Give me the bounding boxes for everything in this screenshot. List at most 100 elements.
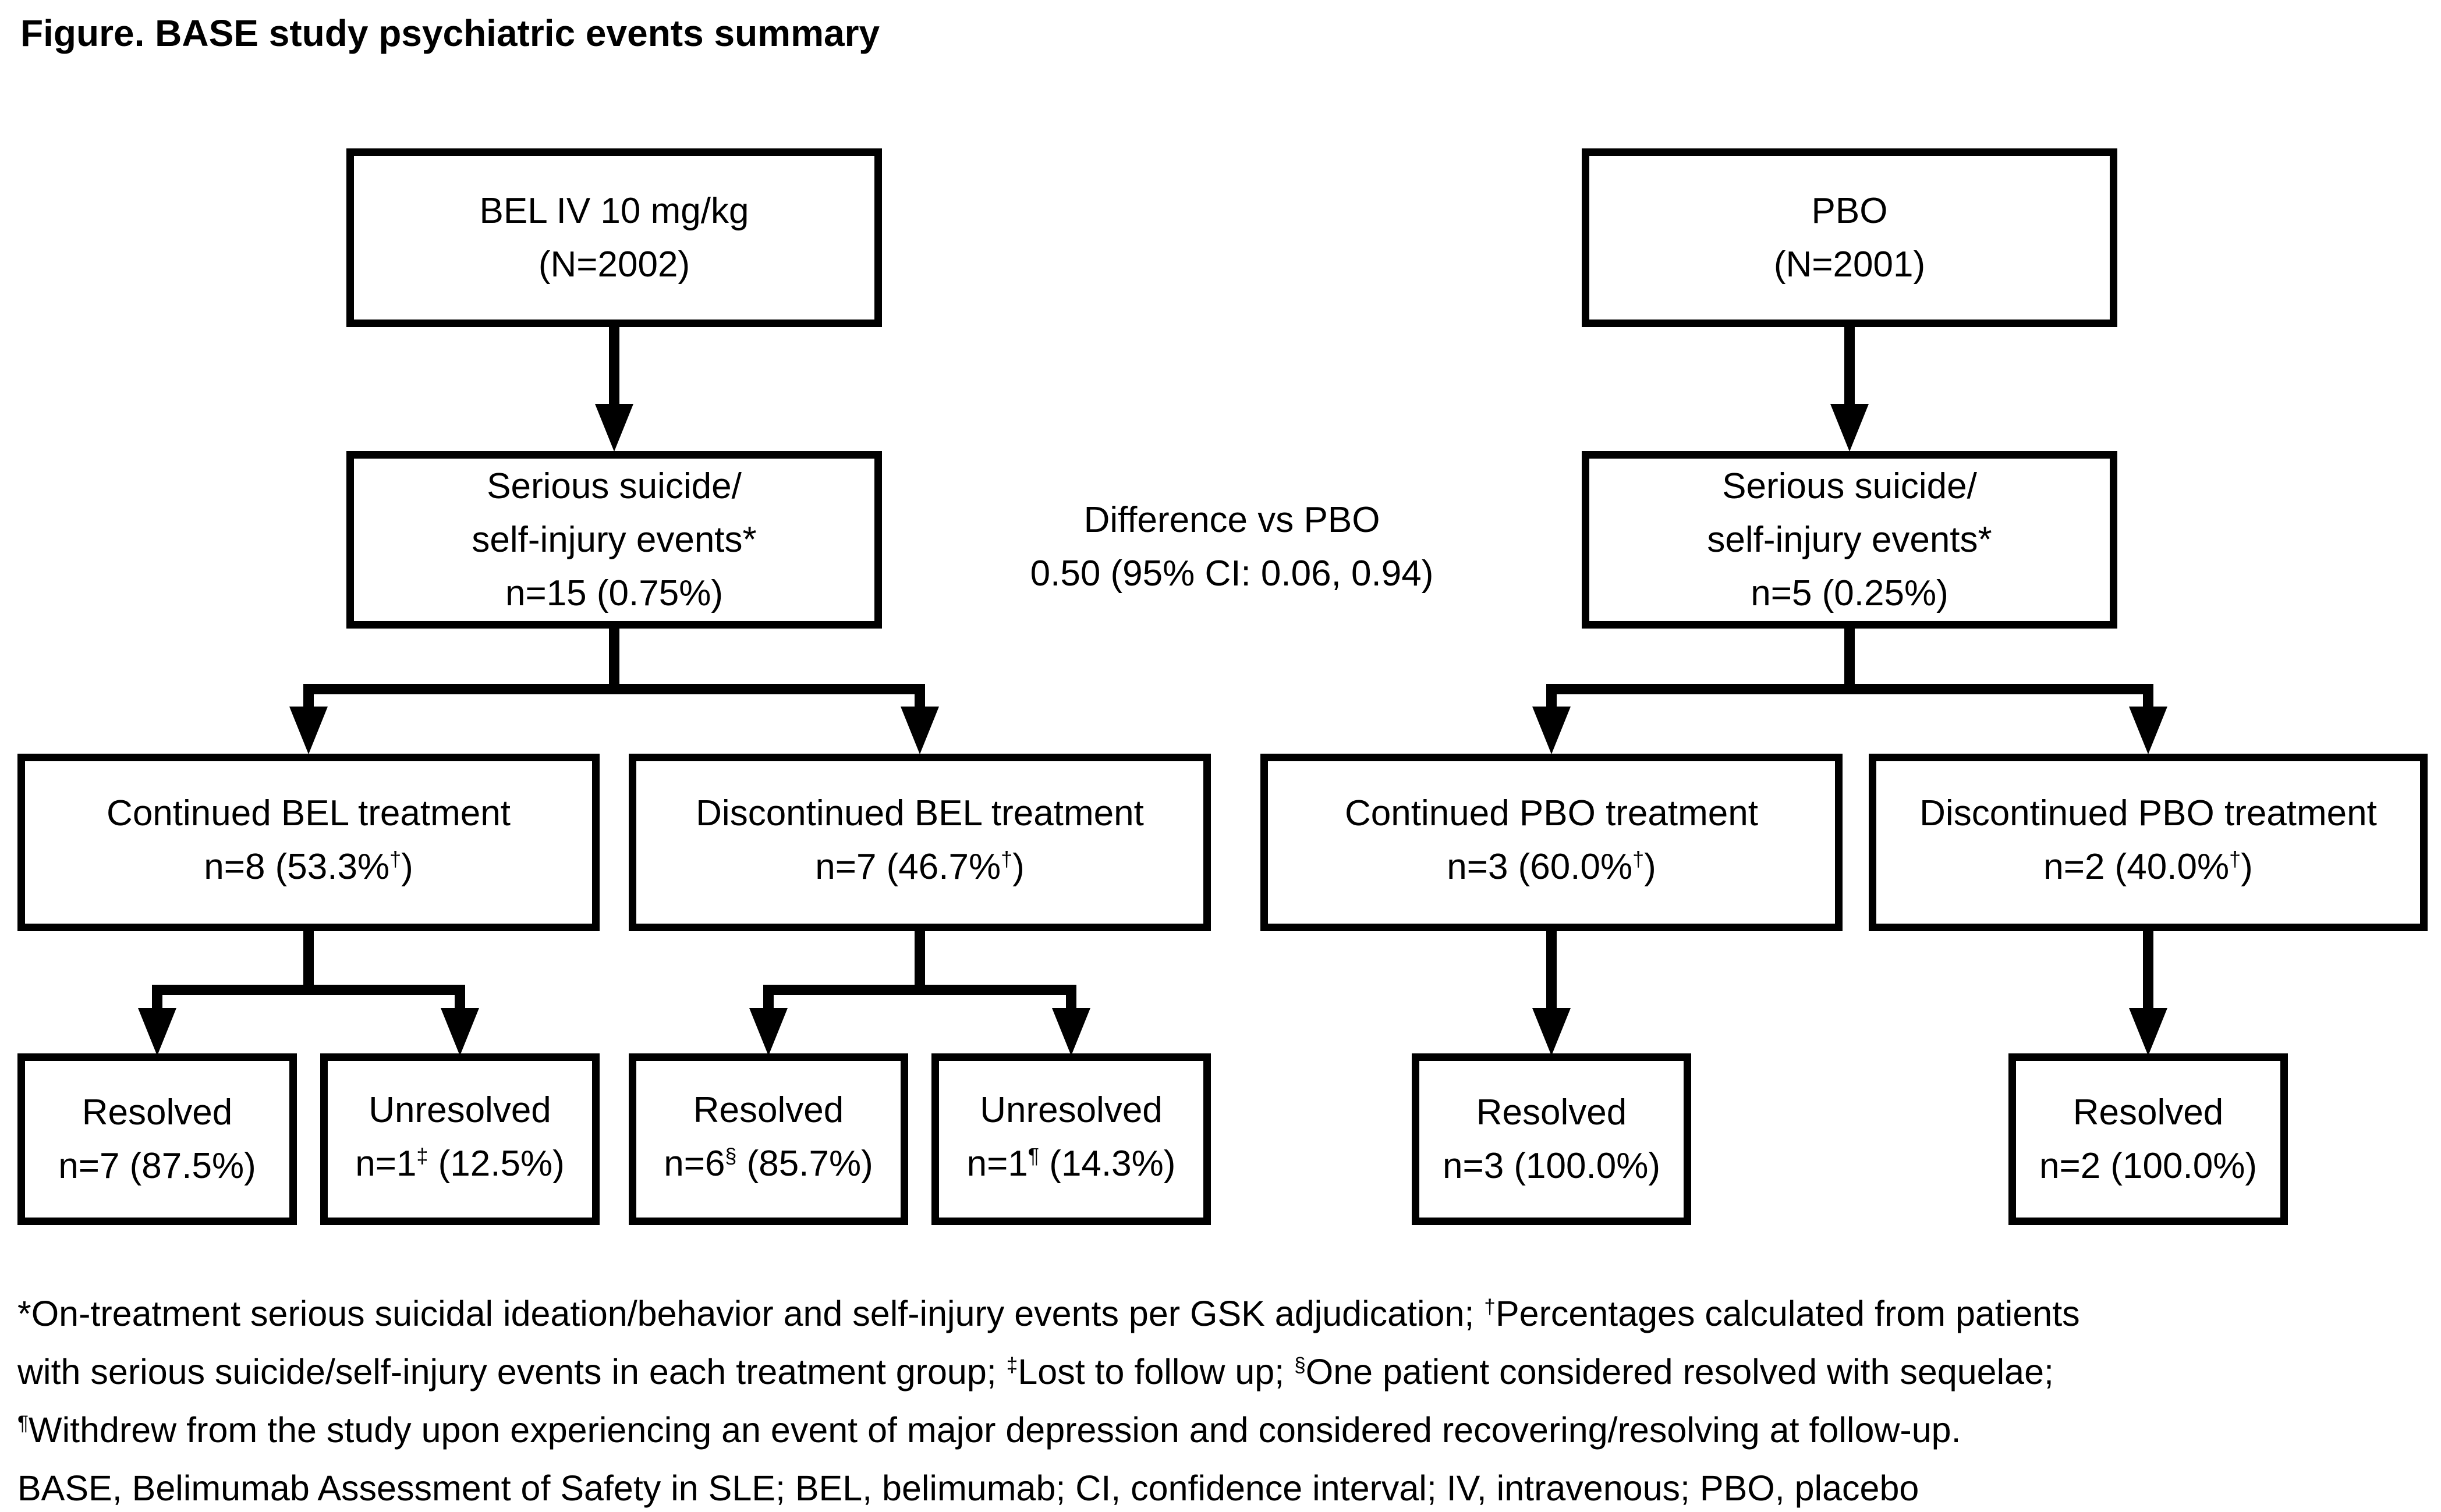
text-segment: Serious suicide/ bbox=[487, 466, 742, 506]
text-line: Discontinued PBO treatment bbox=[1919, 787, 2377, 840]
arrowhead-pbo-disc-resolved-icon bbox=[2129, 1008, 2167, 1056]
text-segment: n=2 (40.0% bbox=[2043, 846, 2230, 887]
text-segment: ) bbox=[2241, 846, 2253, 887]
text-segment: Continued BEL treatment bbox=[107, 793, 511, 833]
text-segment: ) bbox=[1012, 846, 1025, 887]
arrowhead-pbo-arm-down-icon bbox=[1830, 404, 1869, 452]
text-line: (N=2002) bbox=[538, 238, 690, 292]
box-bel-discontinued: Discontinued BEL treatment n=7 (46.7%†) bbox=[629, 754, 1211, 931]
text-segment: n=8 (53.3% bbox=[204, 846, 390, 887]
text-line: BEL IV 10 mg/kg bbox=[480, 184, 749, 238]
text-line: n=2 (100.0%) bbox=[2039, 1140, 2257, 1193]
text-line: n=7 (46.7%†) bbox=[815, 840, 1025, 899]
text-segment: Withdrew from the study upon experiencin… bbox=[29, 1410, 1961, 1450]
text-segment: n=7 (46.7% bbox=[815, 846, 1001, 887]
text-segment: n=7 (87.5%) bbox=[58, 1145, 256, 1186]
connector-pbo-cont-stem bbox=[1546, 930, 1557, 1011]
superscript-marker: † bbox=[1632, 846, 1645, 871]
text-segment: n=5 (0.25%) bbox=[1751, 573, 1948, 613]
box-bel-events: Serious suicide/self-injury events* n=15 … bbox=[346, 451, 882, 629]
text-line: n=5 (0.25%) bbox=[1751, 567, 1948, 620]
connector-bel-cont-drop-left bbox=[152, 994, 162, 1011]
connector-pbo-split-stem bbox=[1844, 627, 1855, 694]
text-line: Resolved bbox=[1476, 1086, 1627, 1140]
text-segment: Discontinued BEL treatment bbox=[696, 793, 1144, 833]
text-line: (N=2001) bbox=[1774, 238, 1925, 292]
text-line: n=7 (87.5%) bbox=[58, 1140, 256, 1193]
connector-bel-split-drop-left bbox=[303, 693, 314, 710]
connector-bel-arm-stem bbox=[609, 326, 619, 407]
text-segment: with serious suicide/self-injury events … bbox=[17, 1352, 1007, 1392]
connector-bel-cont-bar bbox=[152, 985, 465, 995]
text-line: BASE, Belimumab Assessment of Safety in … bbox=[17, 1462, 2433, 1512]
text-line: n=3 (60.0%†) bbox=[1447, 840, 1656, 899]
text-line: self-injury events* bbox=[1707, 513, 1992, 567]
box-bel-cont-unresolved: Unresolved n=1‡ (12.5%) bbox=[320, 1053, 600, 1225]
text-segment: n=2 (100.0%) bbox=[2039, 1145, 2257, 1186]
text-line: PBO bbox=[1812, 184, 1888, 238]
connector-pbo-disc-stem bbox=[2143, 930, 2153, 1011]
text-segment: (85.7%) bbox=[736, 1143, 873, 1184]
connector-bel-disc-drop-right bbox=[1066, 994, 1076, 1011]
text-segment: One patient considered resolved with seq… bbox=[1305, 1352, 2054, 1392]
text-line: Discontinued BEL treatment bbox=[696, 787, 1144, 840]
text-line: n=6§ (85.7%) bbox=[664, 1137, 873, 1195]
text-line: *On-treatment serious suicidal ideation/… bbox=[17, 1287, 2433, 1346]
text-segment: Serious suicide/ bbox=[1722, 466, 1977, 506]
text-line: ¶Withdrew from the study upon experienci… bbox=[17, 1404, 2433, 1462]
superscript-marker: ‡ bbox=[1006, 1353, 1018, 1376]
connector-bel-cont-drop-right bbox=[455, 994, 465, 1011]
text-line: with serious suicide/self-injury events … bbox=[17, 1346, 2433, 1404]
text-segment: *On-treatment serious suicidal ideation/… bbox=[17, 1294, 1485, 1333]
arrowhead-bel-discontinued-icon bbox=[901, 707, 939, 754]
text-line: Serious suicide/ bbox=[1722, 460, 1977, 513]
text-segment: PBO bbox=[1811, 190, 1888, 231]
text-line: Resolved bbox=[82, 1086, 232, 1140]
text-line: Serious suicide/ bbox=[487, 460, 742, 513]
text-segment: Unresolved bbox=[980, 1089, 1163, 1130]
difference-note-line1: Difference vs PBO bbox=[1083, 500, 1380, 540]
text-segment: (12.5%) bbox=[428, 1143, 565, 1184]
difference-note: Difference vs PBO 0.50 (95% CI: 0.06, 0.… bbox=[882, 494, 1582, 601]
text-segment: (14.3%) bbox=[1039, 1143, 1176, 1184]
connector-bel-disc-drop-left bbox=[763, 994, 774, 1011]
text-segment: n=1 bbox=[355, 1143, 417, 1184]
text-segment: n=3 (100.0%) bbox=[1443, 1145, 1660, 1186]
connector-pbo-split-drop-left bbox=[1546, 693, 1557, 710]
text-line: n=1¶ (14.3%) bbox=[967, 1137, 1176, 1195]
superscript-marker: ¶ bbox=[1028, 1143, 1040, 1167]
box-pbo-cont-resolved: Resolved n=3 (100.0%) bbox=[1412, 1053, 1691, 1225]
box-pbo-arm: PBO (N=2001) bbox=[1582, 148, 2117, 327]
superscript-marker: § bbox=[725, 1143, 737, 1167]
text-line: n=1‡ (12.5%) bbox=[355, 1137, 565, 1195]
text-segment: Resolved bbox=[82, 1092, 233, 1133]
box-bel-cont-resolved: Resolved n=7 (87.5%) bbox=[17, 1053, 297, 1225]
text-line: Resolved bbox=[693, 1084, 844, 1137]
arrowhead-bel-disc-unresolved-icon bbox=[1052, 1008, 1090, 1056]
figure-title: Figure. BASE study psychiatric events su… bbox=[20, 12, 880, 54]
superscript-marker: † bbox=[2229, 846, 2241, 871]
arrowhead-bel-cont-resolved-icon bbox=[138, 1008, 176, 1056]
connector-pbo-arm-stem bbox=[1844, 326, 1855, 407]
text-segment: n=6 bbox=[664, 1143, 725, 1184]
superscript-marker: ¶ bbox=[17, 1411, 29, 1435]
text-segment: n=15 (0.75%) bbox=[505, 573, 723, 613]
arrowhead-pbo-cont-resolved-icon bbox=[1532, 1008, 1571, 1056]
text-segment: Lost to follow up; bbox=[1018, 1352, 1295, 1392]
text-line: Unresolved bbox=[369, 1084, 551, 1137]
text-segment: self-injury events* bbox=[1707, 519, 1992, 560]
text-segment: Unresolved bbox=[369, 1089, 551, 1130]
connector-bel-disc-bar bbox=[763, 985, 1076, 995]
box-bel-disc-unresolved: Unresolved n=1¶ (14.3%) bbox=[931, 1053, 1211, 1225]
superscript-marker: † bbox=[389, 846, 402, 871]
text-segment: (N=2002) bbox=[538, 244, 690, 285]
text-line: n=15 (0.75%) bbox=[505, 567, 723, 620]
arrowhead-bel-cont-unresolved-icon bbox=[441, 1008, 479, 1056]
arrowhead-bel-arm-down-icon bbox=[595, 404, 633, 452]
text-line: Resolved bbox=[2073, 1086, 2223, 1140]
difference-note-line2: 0.50 (95% CI: 0.06, 0.94) bbox=[1030, 553, 1434, 594]
connector-bel-split-drop-right bbox=[915, 693, 925, 710]
text-segment: Resolved bbox=[693, 1089, 844, 1130]
box-pbo-disc-resolved: Resolved n=2 (100.0%) bbox=[2008, 1053, 2288, 1225]
text-segment: n=1 bbox=[966, 1143, 1028, 1184]
